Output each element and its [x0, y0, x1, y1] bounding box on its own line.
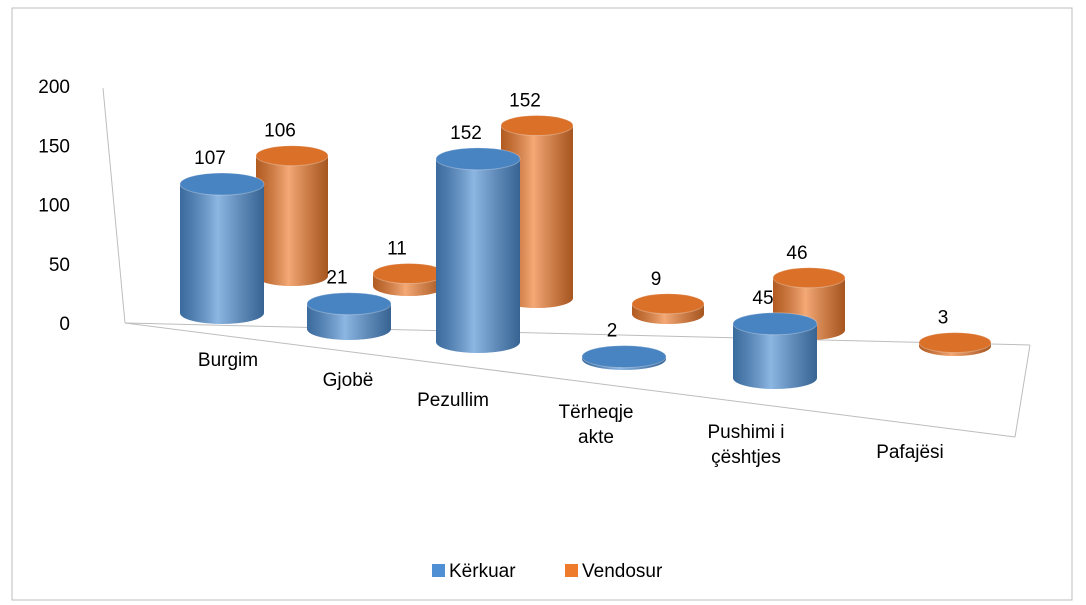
cylinder-top-shade — [501, 115, 573, 136]
floor-right — [1014, 344, 1031, 438]
x-tick-label: Pushimi i çështjes — [707, 422, 785, 468]
x-tick-label: Pafajësi — [876, 442, 944, 463]
cylinder-top — [500, 115, 574, 137]
cylinder-top-shade — [632, 293, 704, 314]
cylinder-shade — [256, 155, 328, 286]
cylinder — [918, 332, 992, 356]
cylinder-top-shade — [919, 332, 991, 353]
cylinder — [581, 345, 667, 370]
data-label: 107 — [194, 148, 226, 169]
cylinder-shade — [436, 158, 520, 353]
cylinder-top — [631, 293, 705, 315]
legend-label: Kërkuar — [449, 561, 516, 582]
cylinder-top — [918, 332, 992, 354]
cylinder-top-shade — [307, 292, 391, 315]
legend-swatch — [565, 564, 578, 577]
cylinder — [306, 292, 392, 340]
cylinder — [631, 293, 705, 324]
y-tick-label: 200 — [38, 77, 70, 98]
x-tick-label: Pezullim — [417, 390, 489, 411]
cylinder — [435, 147, 521, 353]
cylinder — [372, 263, 446, 296]
cylinder-top — [435, 147, 521, 171]
legend-swatch — [432, 564, 445, 577]
cylinder-top — [179, 172, 265, 196]
cylinder-top — [255, 145, 329, 167]
floor-front — [124, 322, 1016, 438]
data-label: 3 — [938, 308, 949, 329]
cylinder-top-shade — [256, 145, 328, 166]
cylinder-top-shade — [180, 173, 264, 196]
cylinder-top-shade — [773, 267, 845, 288]
cylinder — [732, 312, 818, 389]
y-tick-label: 50 — [49, 255, 70, 276]
cylinder — [255, 145, 329, 286]
cylinder-top — [732, 312, 818, 336]
x-tick-label: Burgim — [197, 350, 259, 371]
data-label: 2 — [607, 321, 618, 342]
data-label: 106 — [264, 121, 296, 142]
data-label: 152 — [450, 123, 482, 144]
data-label: 46 — [786, 243, 807, 264]
data-label: 21 — [326, 268, 347, 289]
y-axis-wall — [102, 87, 126, 324]
cylinder-shade — [180, 184, 264, 324]
cylinder-top — [772, 267, 846, 289]
cylinder-top-shade — [733, 312, 817, 335]
data-label: 11 — [387, 239, 407, 260]
x-tick-label: Gjobë — [322, 370, 374, 391]
y-tick-label: 100 — [38, 196, 70, 217]
data-label: 152 — [509, 91, 541, 112]
chart-border — [11, 7, 1073, 601]
y-tick-label: 0 — [59, 314, 70, 335]
cylinder — [179, 172, 265, 324]
cylinder-top-shade — [436, 147, 520, 170]
cylinder-shade — [733, 323, 817, 389]
data-label: 9 — [651, 269, 662, 290]
cylinder-top-shade — [373, 263, 445, 284]
cylinder-top-shade — [582, 345, 666, 368]
floor-back — [124, 322, 1031, 346]
cylinder-top — [581, 345, 667, 369]
x-tick-label: Tërheqje akte — [558, 402, 634, 448]
data-label: 45 — [752, 288, 773, 309]
y-tick-label: 150 — [38, 136, 70, 157]
cylinder-top — [306, 292, 392, 316]
legend-label: Vendosur — [582, 561, 663, 582]
